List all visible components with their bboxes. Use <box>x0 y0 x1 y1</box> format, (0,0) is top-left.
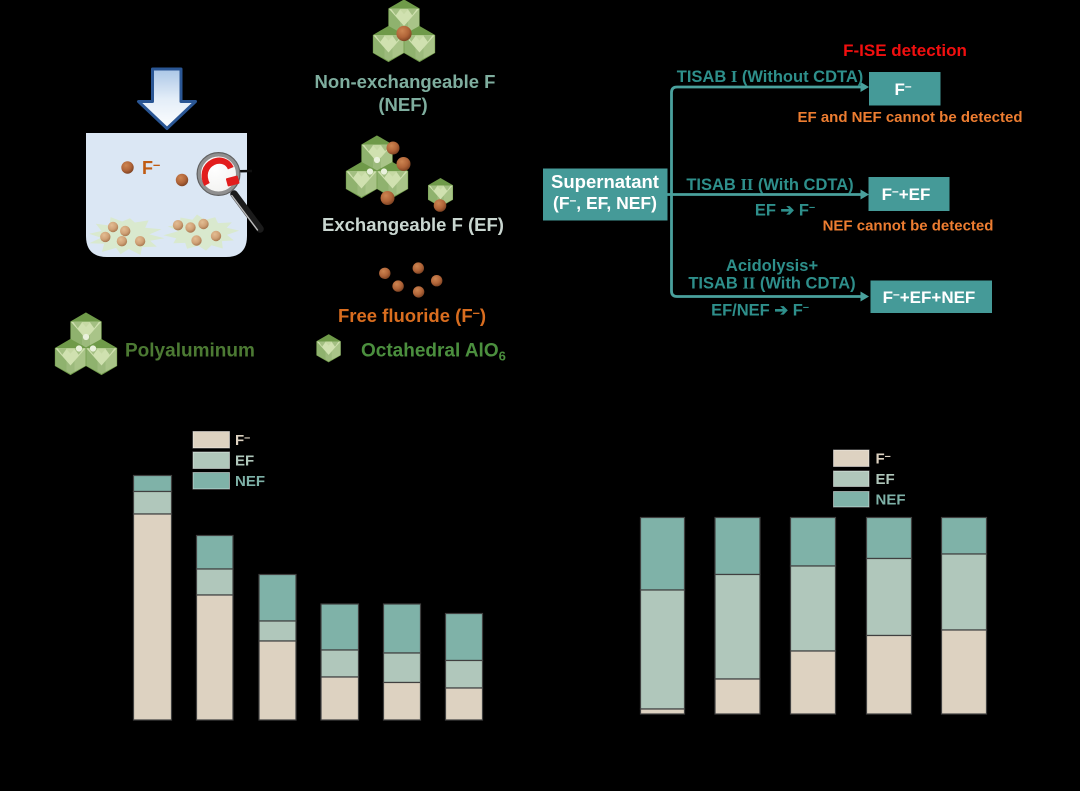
svg-text:EF: EF <box>235 453 254 470</box>
svg-text:EF and NEF cannot be detected: EF and NEF cannot be detected <box>797 109 1022 126</box>
svg-text:F-ISE detection: F-ISE detection <box>843 41 967 60</box>
svg-text:EF/NEF ➔ F–: EF/NEF ➔ F– <box>711 302 809 320</box>
svg-text:(NEF): (NEF) <box>378 94 427 115</box>
svg-text:NEF: NEF <box>876 492 906 509</box>
svg-text:Exchangeable F (EF): Exchangeable F (EF) <box>322 214 504 235</box>
svg-text:TISAB II (With CDTA): TISAB II (With CDTA) <box>688 274 855 293</box>
svg-text:EF: EF <box>876 471 895 488</box>
svg-text:TISAB I (Without CDTA): TISAB I (Without CDTA) <box>677 67 864 86</box>
svg-text:TISAB II (With CDTA): TISAB II (With CDTA) <box>686 175 853 194</box>
svg-text:Octahedral AlO6: Octahedral AlO6 <box>361 341 506 364</box>
svg-text:NEF: NEF <box>235 473 265 490</box>
svg-text:F–+EF: F–+EF <box>882 184 931 204</box>
svg-text:Polyaluminum: Polyaluminum <box>125 341 255 362</box>
svg-text:Supernatant: Supernatant <box>551 171 659 192</box>
svg-text:EF ➔ F–: EF ➔ F– <box>755 202 815 220</box>
svg-text:F–+EF+NEF: F–+EF+NEF <box>883 287 976 307</box>
svg-text:(F–, EF, NEF): (F–, EF, NEF) <box>553 193 657 213</box>
svg-text:NEF cannot be detected: NEF cannot be detected <box>823 218 994 235</box>
svg-text:Free fluoride (F–): Free fluoride (F–) <box>338 305 486 326</box>
svg-text:Non-exchangeable F: Non-exchangeable F <box>315 71 496 92</box>
svg-text:Acidolysis+: Acidolysis+ <box>726 257 818 275</box>
